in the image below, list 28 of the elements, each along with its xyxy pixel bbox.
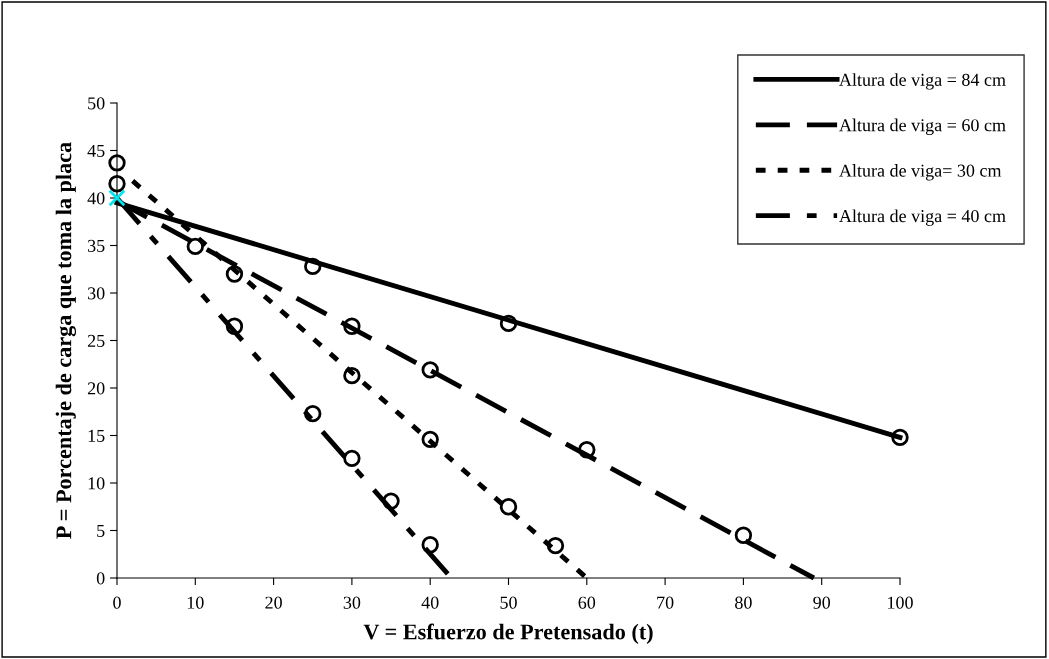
x-tick-label: 100 [888,596,913,609]
x-tick-label: 40 [421,596,439,609]
y-tick-label: 35 [88,239,105,252]
y-axis-title: P = Porcentaje de carga que toma la placa [55,142,77,539]
y-tick-label: 0 [96,572,105,585]
y-tick-label: 50 [88,97,105,110]
y-tick-label: 15 [88,429,105,442]
x-tick-label: 80 [735,596,752,609]
y-tick-label: 30 [88,287,105,300]
y-tick-label: 25 [87,334,105,347]
y-tick-label: 20 [87,382,105,395]
x-tick-label: 0 [113,596,121,609]
x-tick-label: 60 [578,596,596,609]
y-tick-label: 5 [97,524,105,537]
legend-label: Altura de viga = 40 cm [839,209,1006,226]
legend-label: Altura de viga= 30 cm [839,164,1002,181]
x-axis-title: V = Esfuerzo de Pretensado (t) [363,623,653,644]
x-tick-label: 50 [500,596,517,609]
y-tick-label: 45 [87,144,105,157]
x-tick-label: 70 [657,596,674,609]
x-tick-label: 90 [813,596,831,609]
x-tick-label: 30 [343,596,361,609]
x-tick-label: 20 [265,596,282,609]
x-tick-label: 10 [187,596,204,609]
y-tick-label: 40 [87,192,105,205]
legend-label: Altura de viga = 84 cm [839,73,1006,90]
legend-label: Altura de viga = 60 cm [839,118,1006,136]
y-tick-label: 10 [88,477,105,490]
